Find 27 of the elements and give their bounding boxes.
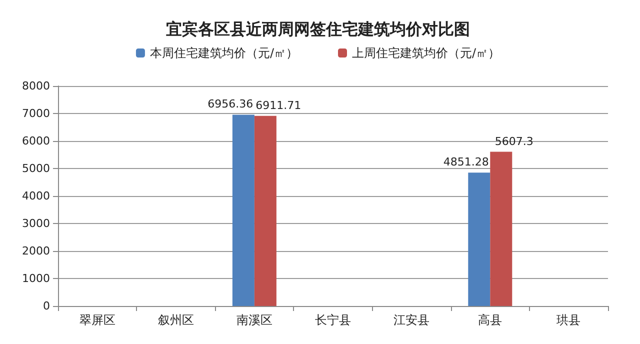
data-label: 5607.3 xyxy=(494,134,534,148)
y-tick-label: 0 xyxy=(43,300,50,312)
bar xyxy=(254,116,276,306)
y-tick-label: 5000 xyxy=(22,162,50,175)
x-tick-label: 翠屏区 xyxy=(79,313,116,327)
chart-title: 宜宾各区县近两周网签住宅建筑均价对比图 xyxy=(166,20,470,38)
legend-label: 上周住宅建筑均价（元/㎡） xyxy=(352,46,500,60)
bar xyxy=(490,152,512,306)
y-tick-label: 7000 xyxy=(22,107,50,120)
bar xyxy=(232,114,254,306)
bar xyxy=(468,172,490,306)
x-tick-label: 珙县 xyxy=(556,313,581,327)
y-tick-label: 4000 xyxy=(22,190,50,202)
x-tick-label: 高县 xyxy=(478,313,502,327)
x-tick-label: 南溪区 xyxy=(236,313,272,327)
x-tick-label: 叙州区 xyxy=(158,313,194,327)
legend-label: 本周住宅建筑均价（元/㎡） xyxy=(150,46,298,60)
y-tick-label: 6000 xyxy=(22,134,50,148)
y-tick-label: 2000 xyxy=(22,244,50,258)
y-tick-label: 1000 xyxy=(22,272,50,285)
data-label: 4851.28 xyxy=(443,156,489,169)
y-tick-label: 8000 xyxy=(22,80,50,92)
y-tick-label: 3000 xyxy=(22,217,50,230)
x-tick-label: 江安县 xyxy=(394,313,430,327)
data-label: 6956.36 xyxy=(208,98,254,111)
x-tick-label: 长宁县 xyxy=(315,313,351,327)
data-label: 6911.71 xyxy=(256,98,302,112)
